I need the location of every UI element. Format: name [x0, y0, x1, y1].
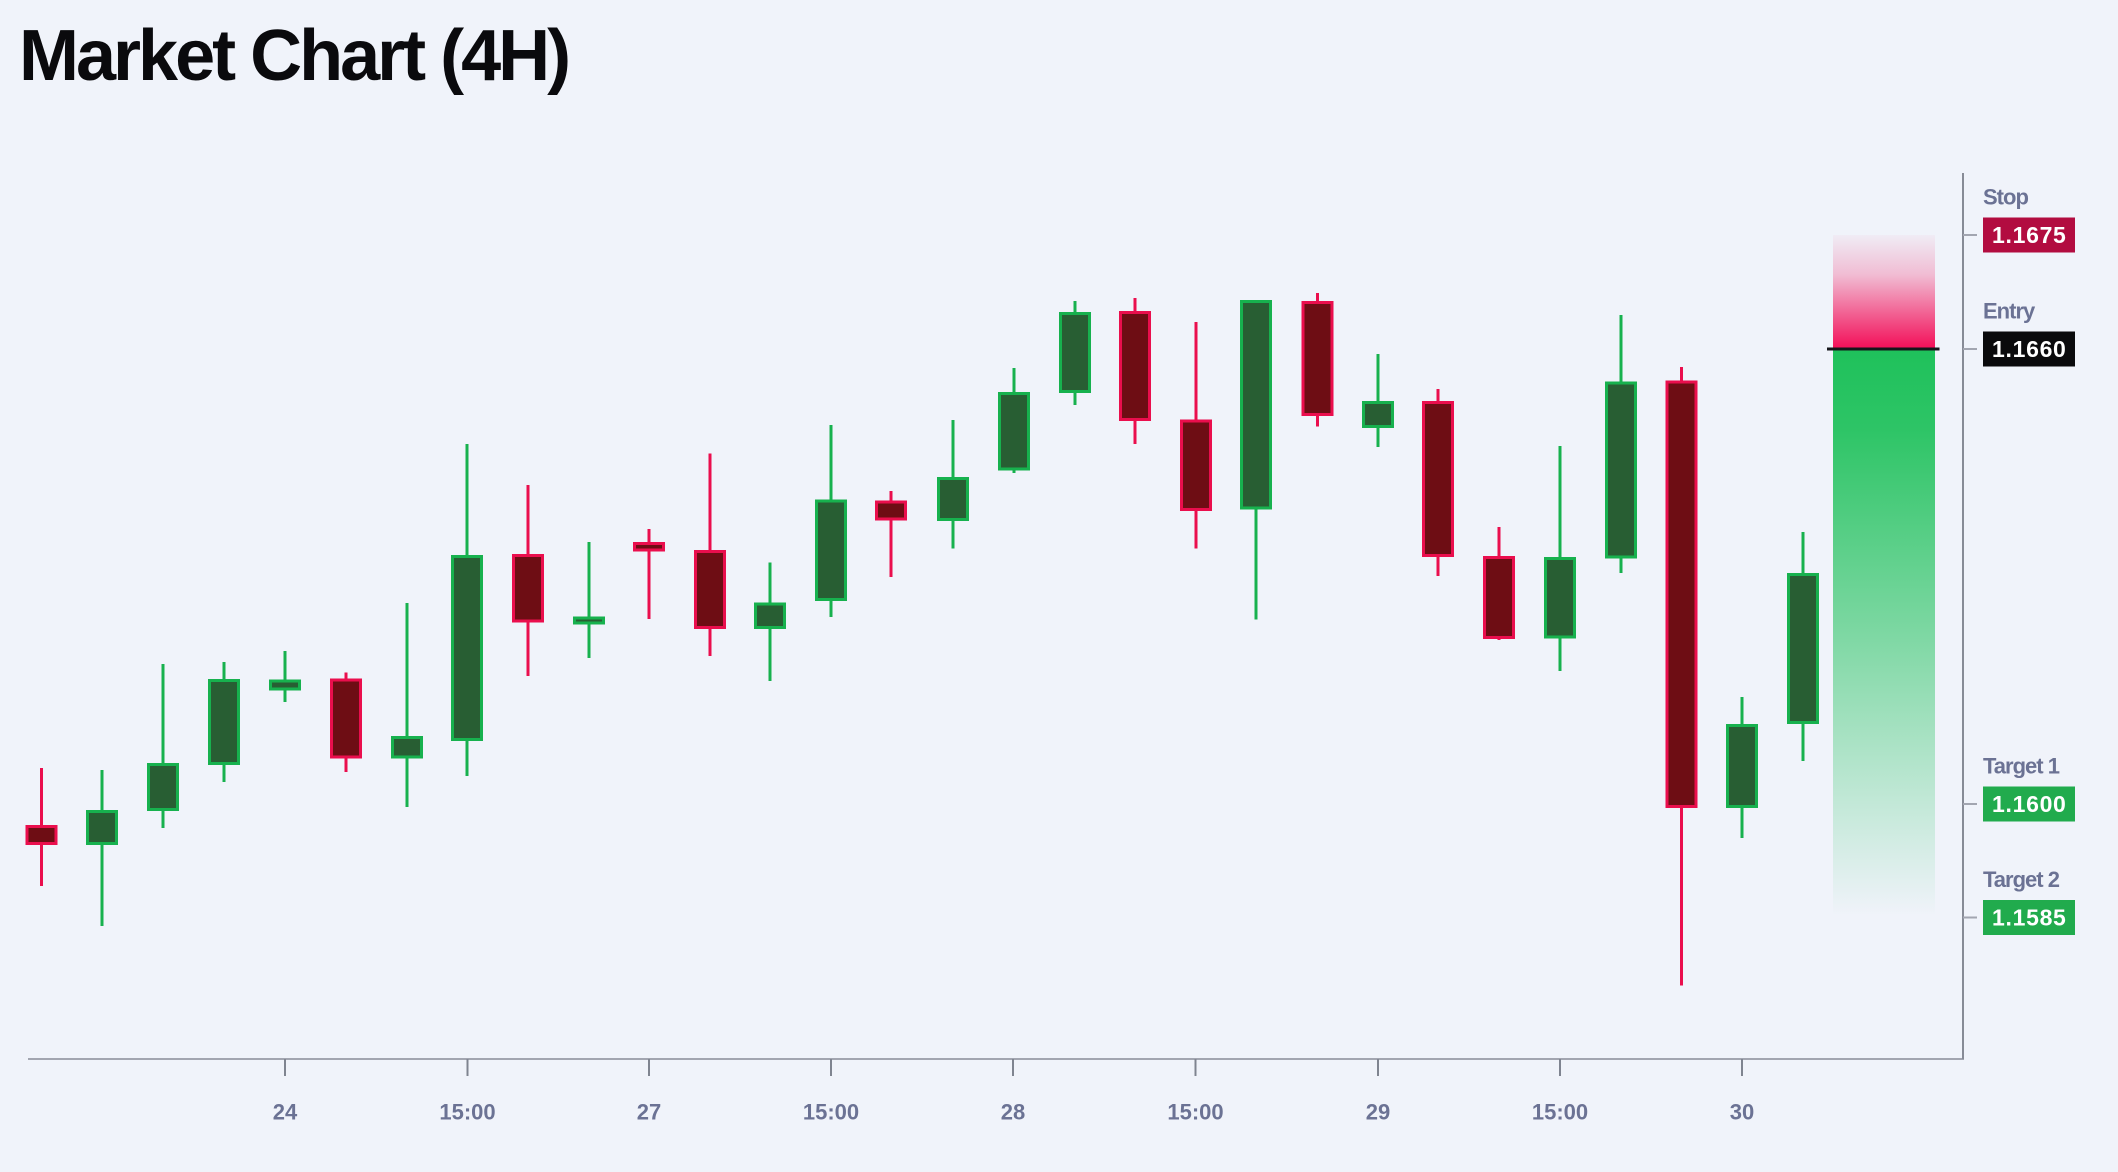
svg-text:1.1600: 1.1600 [1992, 791, 2067, 817]
svg-text:Entry: Entry [1983, 299, 2036, 324]
svg-text:Target 2: Target 2 [1983, 867, 2060, 892]
svg-text:15:00: 15:00 [439, 1100, 495, 1125]
svg-text:28: 28 [1001, 1100, 1025, 1125]
svg-text:24: 24 [273, 1100, 298, 1125]
svg-text:15:00: 15:00 [1532, 1100, 1588, 1125]
svg-text:15:00: 15:00 [1167, 1100, 1223, 1125]
svg-text:Stop: Stop [1983, 185, 2028, 210]
svg-text:29: 29 [1366, 1100, 1390, 1125]
svg-text:1.1660: 1.1660 [1992, 336, 2067, 362]
svg-text:30: 30 [1730, 1100, 1754, 1125]
svg-text:1.1675: 1.1675 [1992, 222, 2067, 248]
svg-text:27: 27 [637, 1100, 661, 1125]
svg-text:15:00: 15:00 [803, 1100, 859, 1125]
svg-text:1.1585: 1.1585 [1992, 905, 2067, 931]
svg-text:Target 1: Target 1 [1983, 754, 2060, 779]
